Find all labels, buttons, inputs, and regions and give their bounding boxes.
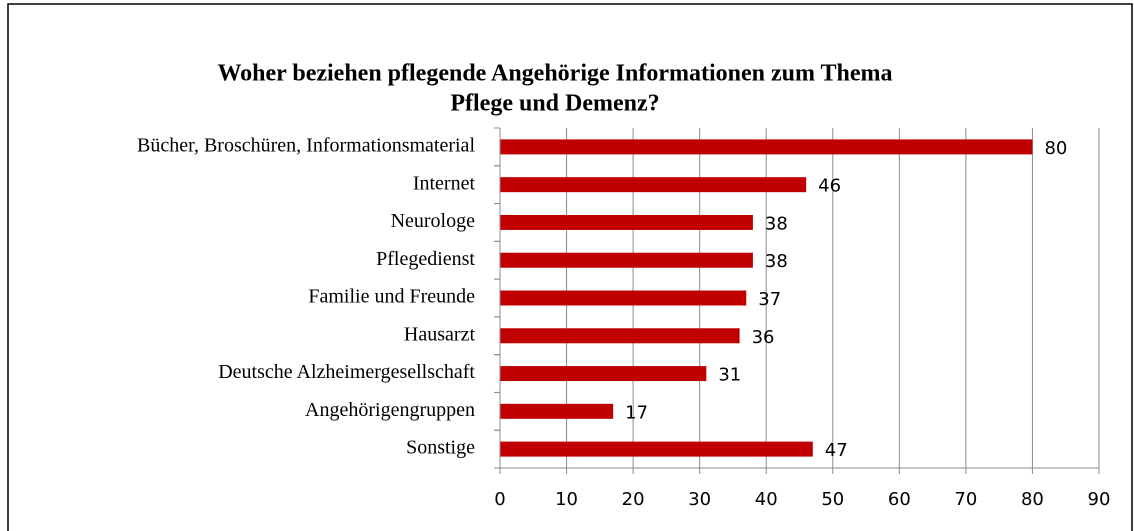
data-label: 37 xyxy=(758,289,781,310)
y-tick-label: Familie und Freunde xyxy=(308,286,475,308)
bar xyxy=(500,252,753,268)
y-tick-label: Internet xyxy=(413,172,476,194)
y-tick-label: Pflegedienst xyxy=(376,248,475,270)
x-tick-label: 70 xyxy=(954,489,977,510)
y-tick-label: Neurologe xyxy=(391,210,476,232)
bar xyxy=(500,290,747,306)
x-tick-label: 90 xyxy=(1088,489,1111,510)
y-tick-label: Deutsche Alzheimergesellschaft xyxy=(218,361,475,383)
x-tick-label: 30 xyxy=(688,489,711,510)
bar xyxy=(500,177,807,193)
data-label: 31 xyxy=(718,365,741,386)
x-tick-label: 80 xyxy=(1021,489,1044,510)
bar xyxy=(500,403,614,419)
data-label: 38 xyxy=(765,213,788,234)
data-label: 36 xyxy=(752,327,775,348)
y-tick-label: Hausarzt xyxy=(404,323,476,345)
chart-title: Pflege und Demenz? xyxy=(450,91,659,117)
chart-title: Woher beziehen pflegende Angehörige Info… xyxy=(217,61,892,87)
bar xyxy=(500,139,1033,155)
x-tick-label: 50 xyxy=(821,489,844,510)
x-tick-label: 40 xyxy=(755,489,778,510)
data-label: 47 xyxy=(825,440,848,461)
bar xyxy=(500,214,753,230)
bar xyxy=(500,441,813,457)
y-tick-label: Bücher, Broschüren, Informationsmaterial xyxy=(137,134,475,156)
bar xyxy=(500,366,707,382)
x-tick-label: 0 xyxy=(494,489,505,510)
y-tick-label: Angehörigengruppen xyxy=(305,399,475,421)
data-label: 80 xyxy=(1044,138,1067,159)
chart-frame xyxy=(7,3,1133,531)
data-label: 17 xyxy=(625,402,648,423)
x-tick-label: 20 xyxy=(622,489,645,510)
y-tick-label: Sonstige xyxy=(406,437,475,459)
data-label: 38 xyxy=(765,251,788,272)
x-tick-label: 60 xyxy=(888,489,911,510)
x-tick-label: 10 xyxy=(555,489,578,510)
data-label: 46 xyxy=(818,176,841,197)
bar xyxy=(500,328,740,344)
